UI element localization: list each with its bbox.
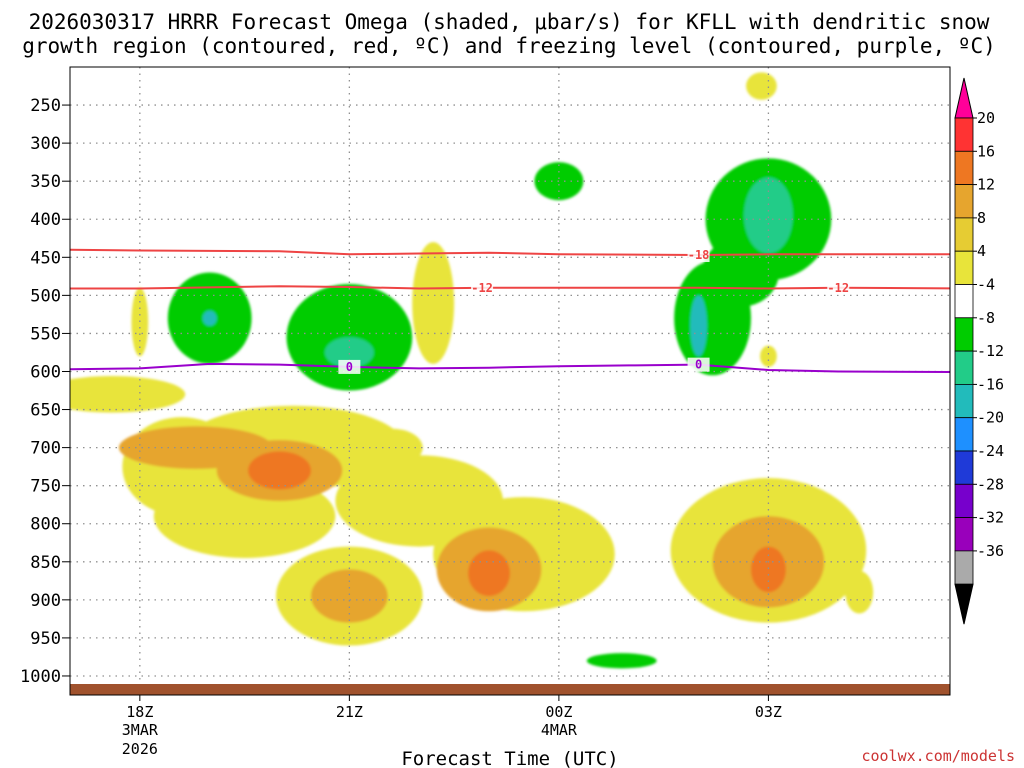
dgz-contour-label-bg [471, 280, 494, 295]
colorbar-label: -8 [977, 309, 995, 327]
omega-area [750, 546, 786, 593]
colorbar-band [954, 483, 974, 518]
plot-frame [69, 66, 951, 696]
x-tick-year-label: 2026 [122, 740, 158, 758]
omega-area [845, 570, 874, 614]
credit-text: coolwx.com/models [861, 747, 1015, 765]
x-tick-label: 00Z [545, 703, 572, 721]
omega-area [70, 376, 186, 413]
omega-area [760, 345, 777, 367]
colorbar-label: -32 [977, 509, 1004, 527]
freezing-contour-label-bg [338, 359, 361, 374]
x-tick-label: 18Z [126, 703, 153, 721]
y-tick-label: 550 [30, 324, 61, 344]
contour-lines: -18-18-12-12000 [70, 248, 950, 374]
omega-area [468, 550, 510, 597]
y-tick-label: 450 [30, 248, 61, 268]
y-tick-label: 500 [30, 286, 61, 306]
omega-area [202, 310, 217, 326]
chart-title-line-2: growth region (contoured, red, ºC) and f… [22, 34, 996, 58]
x-tick-date-label: 4MAR [541, 721, 578, 739]
colorbar-band [954, 450, 974, 485]
colorbar-label: 4 [977, 242, 986, 260]
y-tick-label: 600 [30, 362, 61, 382]
colorbar-band [954, 184, 974, 219]
dgz-contour-label: -12 [471, 281, 493, 295]
omega-area [359, 428, 423, 467]
colorbar-band [954, 250, 974, 285]
grid-lines [70, 67, 950, 695]
colorbar-label: -36 [977, 542, 1004, 560]
y-tick-label: 900 [30, 591, 61, 611]
colorbar-band [954, 350, 974, 385]
y-tick-label: 750 [30, 477, 61, 497]
y-tick-label: 800 [30, 515, 61, 535]
omega-area [586, 653, 657, 669]
omega-area [248, 451, 311, 490]
dgz-contour-label-bg [827, 280, 850, 295]
dgz-contour-label-bg [687, 248, 710, 263]
colorbar-label: 16 [977, 142, 995, 160]
omega-area [971, 633, 1024, 666]
freezing-contour-label: 0 [346, 360, 353, 374]
colorbar-band [954, 217, 974, 252]
omega-area [412, 242, 455, 364]
dgz-contour-line [70, 285, 950, 290]
y-tick-label: 1000 [20, 667, 61, 687]
y-tick-label: 300 [30, 134, 61, 154]
colorbar-band [954, 550, 974, 585]
ground-surface [70, 684, 950, 695]
colorbar-label: -12 [977, 342, 1004, 360]
y-tick-label: 850 [30, 553, 61, 573]
colorbar-label: -24 [977, 442, 1004, 460]
y-tick-label: 650 [30, 401, 61, 421]
omega-area [286, 283, 413, 391]
colorbar-top-arrow [954, 77, 974, 119]
y-tick-label: 700 [30, 439, 61, 459]
y-axis-ticks: 250 300 350 400 450 500 550 600 650 700 750 800 850 9… [20, 96, 70, 687]
colorbar-band [954, 284, 974, 319]
colorbar-band [954, 317, 974, 352]
chart-title-line-1: 2026030317 HRRR Forecast Omega (shaded, … [29, 10, 990, 34]
omega-area [690, 295, 707, 357]
freezing-contour-line [70, 362, 950, 374]
freezing-contour-label: 0 [695, 358, 702, 372]
omega-area [743, 177, 793, 254]
colorbar-label: -4 [977, 276, 995, 294]
colorbar-label: 12 [977, 176, 995, 194]
freezing-contour-label-bg [687, 357, 710, 372]
omega-shading [70, 72, 1024, 669]
omega-area [746, 72, 777, 100]
x-axis-label: Forecast Time (UTC) [401, 748, 618, 768]
colorbar-label: -20 [977, 409, 1004, 427]
x-tick-label: 21Z [336, 703, 363, 721]
dgz-contour-line [70, 248, 950, 257]
colorbar-band [954, 117, 974, 152]
colorbar: 20 16 12 8 4 -4 -8 -12 -16 -20 -24 -28 -32 -36 [954, 77, 1004, 625]
y-tick-label: 250 [30, 96, 61, 116]
colorbar-band [954, 517, 974, 552]
omega-area [324, 337, 374, 368]
dgz-contour-label: -12 [827, 281, 849, 295]
colorbar-band [954, 383, 974, 419]
colorbar-band [954, 150, 974, 186]
x-tick-date-label: 3MAR [122, 721, 159, 739]
y-tick-label: 950 [30, 629, 61, 649]
y-tick-label: 350 [30, 172, 61, 192]
colorbar-label: -28 [977, 475, 1004, 493]
colorbar-bottom-arrow [954, 583, 974, 625]
colorbar-label: 8 [977, 209, 986, 227]
colorbar-label: -16 [977, 375, 1004, 393]
omega-area [310, 569, 388, 623]
y-tick-label: 400 [30, 210, 61, 230]
colorbar-label: 20 [977, 109, 995, 127]
colorbar-band [954, 417, 974, 452]
dgz-contour-label: -18 [688, 248, 710, 262]
omega-area [131, 287, 149, 357]
x-tick-label: 03Z [755, 703, 782, 721]
